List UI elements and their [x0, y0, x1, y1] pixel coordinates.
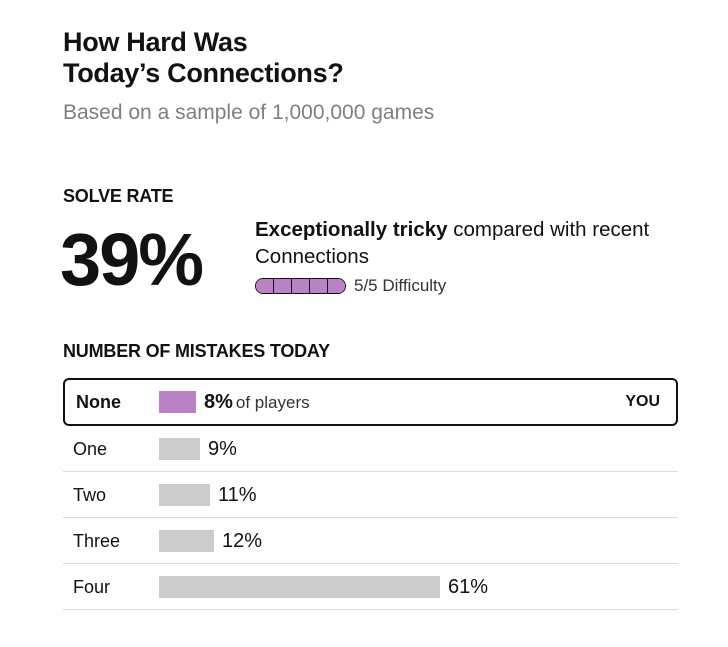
- row-bar: [159, 484, 210, 506]
- difficulty-text: 5/5 Difficulty: [354, 276, 447, 295]
- row-bar: [159, 576, 440, 598]
- difficulty-row: 5/5 Difficulty: [255, 276, 447, 295]
- mistakes-label: NUMBER OF MISTAKES TODAY: [63, 341, 330, 361]
- row-pct: 11%: [218, 484, 257, 506]
- title-line-2: Today’s Connections?: [63, 58, 344, 88]
- difficulty-segment: [328, 279, 345, 293]
- row-pct: 12%: [222, 530, 263, 552]
- row-label: None: [76, 392, 121, 412]
- row-label: Three: [73, 531, 121, 551]
- mistakes-row-three: Three 12%: [63, 518, 678, 564]
- title-line-1: How Hard Was: [63, 27, 248, 57]
- row-label: Four: [73, 577, 111, 597]
- row-pct: 9%: [208, 438, 237, 460]
- you-tag: YOU: [625, 393, 660, 410]
- difficulty-segment: [274, 279, 292, 293]
- difficulty-description: Exceptionally tricky compared with recen…: [255, 216, 655, 270]
- row-bar: [159, 438, 200, 460]
- row-pct: 8% of players: [204, 380, 310, 425]
- mistakes-row-two: Two 11%: [63, 472, 678, 518]
- difficulty-description-rest: compared with recent Connections: [255, 218, 650, 268]
- row-pct-value: 8%: [204, 391, 233, 413]
- row-bar: [159, 530, 214, 552]
- row-label: One: [73, 439, 108, 459]
- mistakes-row-one: One 9%: [63, 426, 678, 472]
- mistakes-row-none: None 8% of players YOU: [63, 378, 678, 426]
- solve-rate-value: 39%: [60, 218, 204, 301]
- difficulty-segment: [256, 279, 274, 293]
- subtitle: Based on a sample of 1,000,000 games: [63, 101, 435, 124]
- row-label: Two: [73, 485, 107, 505]
- difficulty-meter: [255, 278, 346, 294]
- difficulty-segment: [292, 279, 310, 293]
- row-pct: 61%: [448, 576, 489, 598]
- solve-rate-label: SOLVE RATE: [63, 186, 174, 206]
- row-bar: [159, 391, 196, 413]
- page-title: How Hard Was Today’s Connections?: [63, 27, 523, 89]
- mistakes-row-four: Four 61%: [63, 564, 678, 610]
- mistakes-table: None 8% of players YOU One 9% Two 11% Thr…: [63, 378, 678, 610]
- difficulty-segment: [310, 279, 328, 293]
- of-players-label: of players: [235, 393, 310, 412]
- difficulty-description-bold: Exceptionally tricky: [255, 218, 448, 241]
